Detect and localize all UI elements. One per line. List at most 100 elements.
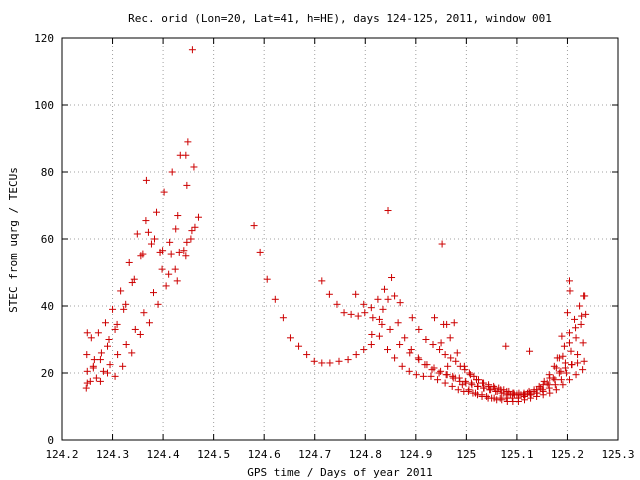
data-point xyxy=(407,346,415,354)
y-tick-label: 60 xyxy=(41,233,54,246)
data-point xyxy=(96,377,104,385)
data-point xyxy=(572,324,580,332)
data-point xyxy=(174,212,182,220)
data-point xyxy=(286,334,294,342)
data-point xyxy=(190,163,198,171)
data-point xyxy=(139,250,147,258)
x-tick-label: 124.2 xyxy=(45,448,78,461)
data-point xyxy=(369,314,377,322)
data-point xyxy=(479,379,487,387)
data-point xyxy=(423,361,431,369)
data-point xyxy=(103,342,111,350)
data-point xyxy=(263,275,271,283)
data-point xyxy=(446,334,454,342)
data-point xyxy=(156,248,164,256)
data-point xyxy=(454,386,462,394)
data-point xyxy=(175,248,183,256)
data-point xyxy=(303,351,311,359)
data-point xyxy=(405,367,413,375)
data-point xyxy=(520,392,528,400)
data-point xyxy=(130,275,138,283)
data-point xyxy=(131,325,139,333)
data-point xyxy=(526,347,534,355)
data-point xyxy=(572,371,580,379)
data-point xyxy=(83,329,91,337)
data-point xyxy=(97,349,105,357)
data-point xyxy=(563,309,571,317)
data-point xyxy=(462,379,470,387)
data-point xyxy=(188,227,196,235)
data-point xyxy=(111,372,119,380)
x-tick-label: 125.1 xyxy=(500,448,533,461)
data-point xyxy=(514,394,522,402)
y-tick-label: 20 xyxy=(41,367,54,380)
data-point xyxy=(460,362,468,370)
data-point xyxy=(325,290,333,298)
data-point xyxy=(430,364,438,372)
data-point xyxy=(391,292,399,300)
data-point xyxy=(443,371,451,379)
data-point xyxy=(250,222,258,230)
data-point xyxy=(545,371,553,379)
data-point xyxy=(582,310,590,318)
data-point xyxy=(318,277,326,285)
data-point xyxy=(539,386,547,394)
data-point xyxy=(401,334,409,342)
data-point xyxy=(472,376,480,384)
data-point xyxy=(396,341,404,349)
data-point xyxy=(378,320,386,328)
data-point xyxy=(142,217,150,225)
data-point xyxy=(142,176,150,184)
data-point xyxy=(165,270,173,278)
data-point xyxy=(497,386,505,394)
data-point xyxy=(295,342,303,350)
data-point xyxy=(87,334,95,342)
data-point xyxy=(96,356,104,364)
data-point xyxy=(92,374,100,382)
data-point xyxy=(571,315,579,323)
x-tick-label: 124.6 xyxy=(248,448,281,461)
data-point xyxy=(453,349,461,357)
data-point xyxy=(122,300,130,308)
data-point xyxy=(551,381,559,389)
data-point xyxy=(508,394,516,402)
data-point xyxy=(436,346,444,354)
data-point xyxy=(448,382,456,390)
data-point xyxy=(160,188,168,196)
data-point xyxy=(434,376,442,384)
data-point xyxy=(579,339,587,347)
data-point xyxy=(354,312,362,320)
data-point xyxy=(111,325,119,333)
data-point xyxy=(559,381,567,389)
data-point xyxy=(491,384,499,392)
data-point xyxy=(566,287,574,295)
data-point xyxy=(154,300,162,308)
data-point xyxy=(335,357,343,365)
data-points xyxy=(82,46,590,405)
data-point xyxy=(128,349,136,357)
data-point xyxy=(496,394,504,402)
data-point xyxy=(444,362,452,370)
y-tick-label: 40 xyxy=(41,300,54,313)
data-point xyxy=(388,274,396,282)
data-point xyxy=(515,391,523,399)
data-point xyxy=(188,46,196,54)
data-point xyxy=(379,305,387,313)
data-point xyxy=(468,381,476,389)
data-point xyxy=(340,309,348,317)
data-point xyxy=(574,351,582,359)
y-tick-label: 120 xyxy=(34,32,54,45)
data-point xyxy=(106,361,114,369)
data-point xyxy=(147,240,155,248)
data-point xyxy=(344,356,352,364)
data-point xyxy=(375,332,383,340)
x-tick-label: 124.9 xyxy=(399,448,432,461)
data-point xyxy=(557,376,565,384)
data-point xyxy=(120,305,128,313)
data-point xyxy=(318,359,326,367)
data-point xyxy=(105,336,113,343)
data-point xyxy=(89,362,97,370)
x-tick-label: 124.8 xyxy=(349,448,382,461)
data-point xyxy=(565,376,573,384)
